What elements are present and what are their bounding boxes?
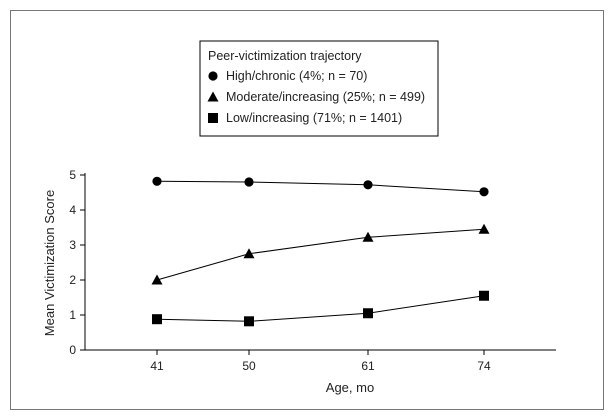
legend-box bbox=[199, 40, 439, 137]
data-point bbox=[244, 316, 254, 327]
data-point bbox=[243, 248, 255, 259]
legend-label: Low/increasing (71%; n = 1401) bbox=[226, 111, 402, 125]
x-tick-label: 74 bbox=[477, 359, 491, 373]
y-tick-label: 0 bbox=[69, 343, 76, 357]
data-point bbox=[478, 223, 490, 234]
legend-item: Low/increasing (71%; n = 1401) bbox=[208, 111, 402, 125]
legend-label: Moderate/increasing (25%; n = 499) bbox=[226, 90, 425, 104]
data-point bbox=[152, 314, 162, 325]
legend-item: High/chronic (4%; n = 70) bbox=[208, 69, 367, 83]
data-point bbox=[363, 180, 373, 190]
y-axis-title: Mean Victimization Score bbox=[42, 190, 57, 336]
y-tick-label: 4 bbox=[69, 203, 76, 217]
series-circle bbox=[152, 176, 489, 197]
series-square bbox=[152, 290, 489, 327]
y-tick-label: 5 bbox=[69, 168, 76, 182]
legend-item: Moderate/increasing (25%; n = 499) bbox=[207, 90, 425, 104]
series-triangle bbox=[151, 223, 490, 285]
series-line bbox=[156, 295, 485, 322]
data-point bbox=[479, 290, 489, 301]
legend-marker bbox=[208, 113, 218, 123]
data-point bbox=[151, 274, 163, 285]
series-line bbox=[156, 228, 485, 281]
x-axis-title: Age, mo bbox=[326, 380, 374, 395]
legend-title: Peer-victimization trajectory bbox=[208, 49, 362, 63]
x-tick-label: 41 bbox=[150, 359, 164, 373]
x-tick-label: 61 bbox=[361, 359, 375, 373]
y-tick-label: 1 bbox=[69, 308, 76, 322]
data-point bbox=[362, 231, 374, 242]
data-point bbox=[152, 176, 162, 186]
legend-marker bbox=[207, 91, 219, 102]
legend-marker bbox=[208, 71, 218, 81]
y-tick-label: 2 bbox=[69, 273, 76, 287]
data-point bbox=[244, 177, 254, 187]
data-point bbox=[363, 308, 373, 319]
x-tick-label: 50 bbox=[242, 359, 256, 373]
series-line bbox=[156, 180, 485, 193]
y-tick-label: 3 bbox=[69, 238, 76, 252]
plot-area bbox=[151, 176, 490, 327]
data-point bbox=[479, 187, 489, 197]
legend: Peer-victimization trajectory High/chron… bbox=[199, 40, 439, 137]
axes: 0 1 2 3 4 5 41 50 61 74 bbox=[69, 168, 556, 373]
legend-label: High/chronic (4%; n = 70) bbox=[226, 69, 367, 83]
